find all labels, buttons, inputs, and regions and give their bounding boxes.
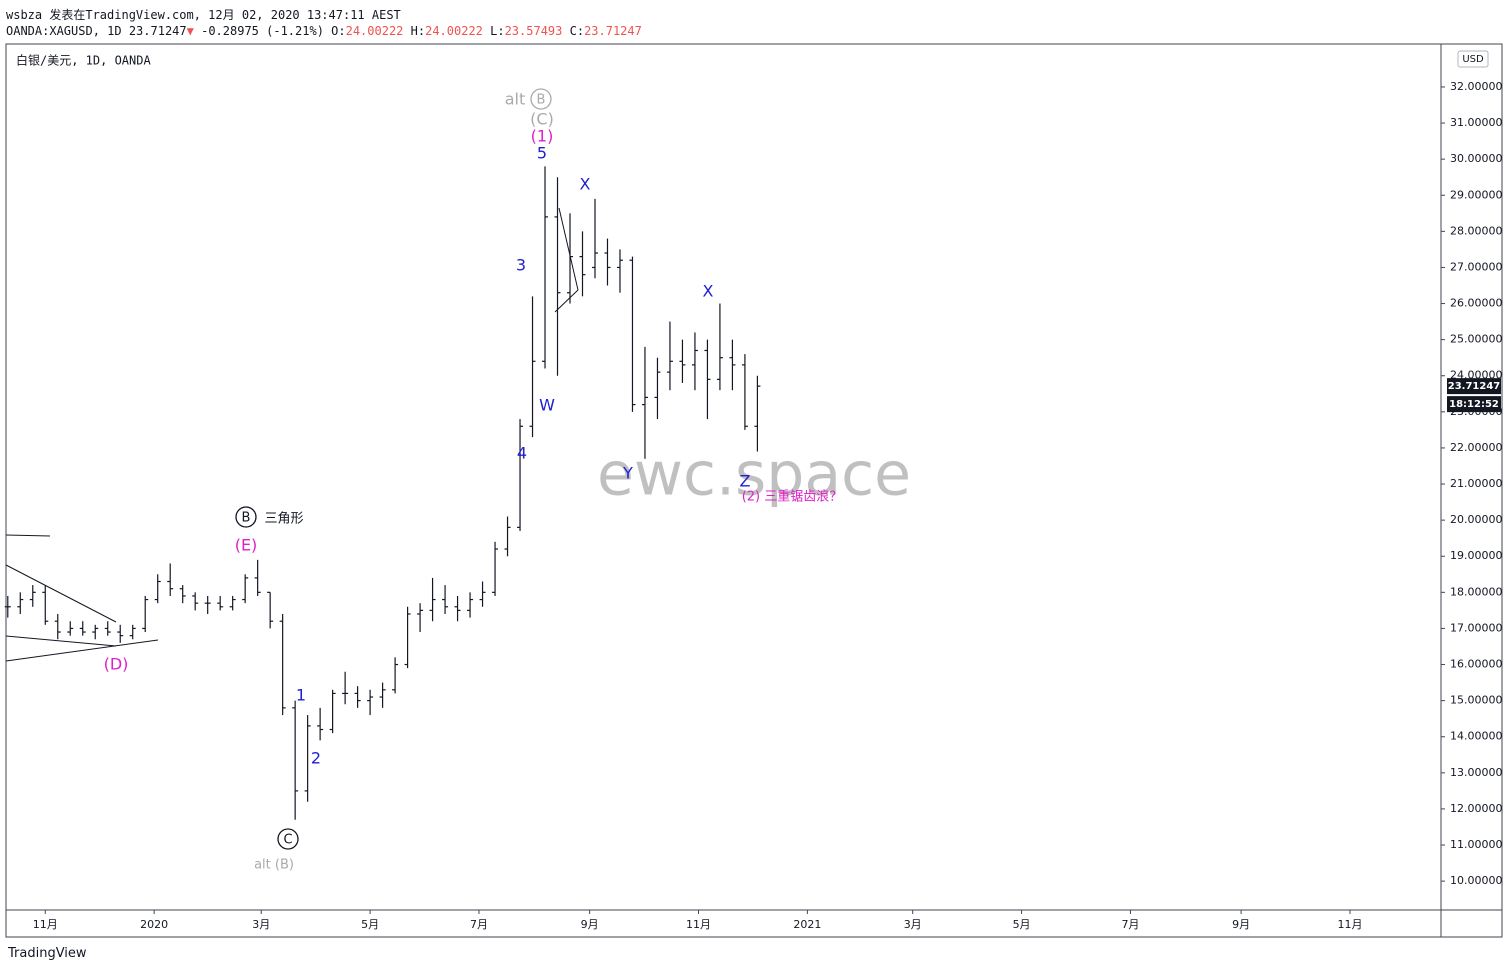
- wave-label: alt: [505, 90, 526, 109]
- symbol: OANDA:XAGUSD, 1D 23.71247: [6, 24, 187, 38]
- wave-label: (D): [104, 655, 129, 674]
- brand-text: TradingView: [8, 946, 87, 961]
- y-tick-label: 20.00000: [1450, 513, 1503, 526]
- header-text: wsbza 发表在TradingView.com, 12月 02, 2020 1…: [6, 8, 401, 22]
- last-price-box: [1447, 378, 1501, 395]
- y-tick-label: 22.00000: [1450, 441, 1503, 454]
- trendline: [5, 635, 117, 647]
- frame: [5, 43, 1503, 938]
- y-tick-label: 10.00000: [1450, 874, 1503, 887]
- y-tick-label: 32.00000: [1450, 80, 1503, 93]
- x-tick-label: 9月: [581, 918, 599, 931]
- wave-label: 5: [537, 144, 547, 163]
- o: 24.00222: [345, 24, 404, 38]
- trendline: [5, 534, 51, 537]
- y-tick-label: 28.00000: [1450, 224, 1503, 237]
- wave-circle: [277, 828, 299, 850]
- y-tick-label: 18.00000: [1450, 585, 1503, 598]
- y-tick-label: 17.00000: [1450, 621, 1503, 634]
- wave-label: W: [539, 396, 555, 415]
- x-tick-label: 11月: [1337, 918, 1362, 931]
- x-tick-label: 11月: [33, 918, 58, 931]
- y-tick-label: 14.00000: [1450, 730, 1503, 743]
- y-tick-label: 13.00000: [1450, 766, 1503, 779]
- y-tick-label: 15.00000: [1450, 694, 1503, 707]
- wave-label: B: [242, 511, 251, 526]
- last-price: 23.71247: [1448, 381, 1501, 392]
- trendline: [554, 289, 579, 313]
- trendline: [5, 639, 159, 662]
- y-tick-label: 19.00000: [1450, 549, 1503, 562]
- wave-label: Y: [622, 464, 633, 483]
- bars: [4, 166, 761, 820]
- wave-label: (2) 三重锯齿浪？: [742, 489, 843, 505]
- y-tick-label: 31.00000: [1450, 116, 1503, 129]
- l-label: L:: [490, 24, 505, 38]
- wave-label: 4: [517, 444, 527, 463]
- h: 24.00222: [425, 24, 483, 38]
- wave-label: 1: [296, 686, 306, 705]
- wave-label: B: [537, 93, 546, 108]
- x-tick-label: 3月: [904, 918, 922, 931]
- wave-label: 3: [516, 256, 526, 275]
- y-tick-label: 30.00000: [1450, 152, 1503, 165]
- currency: USD: [1462, 54, 1484, 65]
- y-tick-label: 12.00000: [1450, 802, 1503, 815]
- x-tick-label: 5月: [361, 918, 379, 931]
- wave-label: (C): [530, 110, 554, 129]
- x-tick-label: 2020: [140, 918, 168, 931]
- x-tick-label: 11月: [686, 918, 711, 931]
- y-tick-label: 16.00000: [1450, 658, 1503, 671]
- wave-label: X: [703, 282, 714, 301]
- watermark: ewc.space: [597, 440, 911, 510]
- h-label: H:: [410, 24, 426, 38]
- y-tick-label: 29.00000: [1450, 188, 1503, 201]
- wave-circle: [235, 506, 257, 528]
- trendlines: [5, 207, 579, 662]
- wave-label: 2: [311, 749, 321, 768]
- y-tick-label: 25.00000: [1450, 333, 1503, 346]
- brand: TradingView: [8, 946, 87, 961]
- countdown: 18:12:52: [1449, 399, 1499, 410]
- legend: 白银/美元, 1D, OANDA: [16, 53, 151, 68]
- x-tick-label: 7月: [1121, 918, 1139, 931]
- header-line: wsbza 发表在TradingView.com, 12月 02, 2020 1…: [6, 6, 401, 23]
- o-label: O:: [331, 24, 346, 38]
- wave-label: X: [580, 175, 591, 194]
- y-tick-label: 21.00000: [1450, 477, 1503, 490]
- wave-label: Z: [740, 472, 751, 491]
- c: 23.71247: [584, 24, 642, 38]
- x-tick-label: 3月: [252, 918, 270, 931]
- trendline: [558, 207, 579, 291]
- y-tick-label: 27.00000: [1450, 260, 1503, 273]
- header-quote: OANDA:XAGUSD, 1D 23.71247▼ -0.28975 (-1.…: [6, 24, 642, 38]
- wave-label: alt (B): [254, 858, 294, 873]
- wave-label: (E): [235, 536, 258, 555]
- x-tick-label: 5月: [1013, 918, 1031, 931]
- x-tick-label: 7月: [470, 918, 488, 931]
- arrow: ▼: [186, 24, 194, 38]
- countdown-box: [1447, 396, 1501, 413]
- x-tick-label: 2021: [793, 918, 821, 931]
- change: -0.28975 (-1.21%): [201, 24, 324, 38]
- trendline: [5, 564, 117, 623]
- y-tick-label: 11.00000: [1450, 838, 1503, 851]
- x-tick-label: 9月: [1232, 918, 1250, 931]
- y-tick-label: 26.00000: [1450, 297, 1503, 310]
- l: 23.57493: [504, 24, 563, 38]
- wave-label: (1): [531, 127, 554, 146]
- currency-box: [1457, 50, 1489, 68]
- wave-label: 三角形: [264, 512, 303, 527]
- wave-label: C: [283, 833, 292, 848]
- c-label: C:: [569, 24, 585, 38]
- wave-circle: [530, 88, 552, 110]
